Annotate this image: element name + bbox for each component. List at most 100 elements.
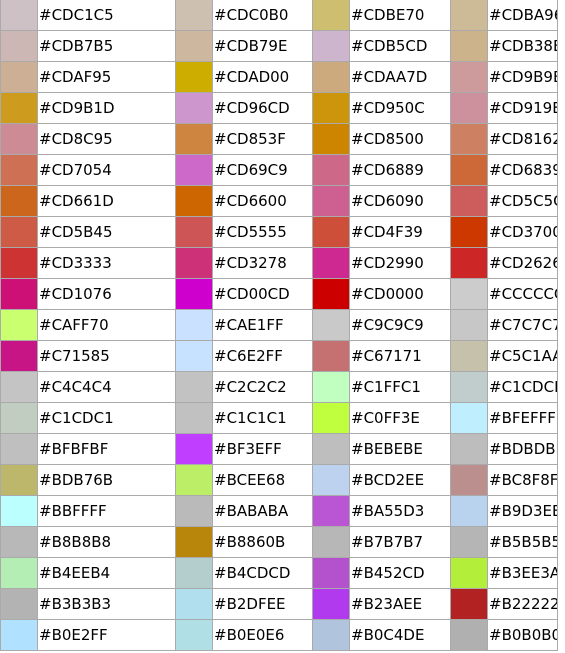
swatch <box>175 61 213 93</box>
color-name: #C9C9C9 <box>349 309 451 341</box>
color-row: #CAFF70 #CAE1FF #C9C9C9 #C7C7C7 <box>0 309 558 341</box>
swatch <box>175 30 213 62</box>
swatch <box>0 61 38 93</box>
swatch <box>0 340 38 372</box>
swatch <box>450 433 488 465</box>
color-row: #CD661D #CD6600 #CD6090 #CD5C5C <box>0 185 558 217</box>
swatch <box>450 92 488 124</box>
color-name: #CDAD00 <box>212 61 313 93</box>
color-name: #CD661D <box>37 185 176 217</box>
color-name: #C67171 <box>349 340 451 372</box>
color-name: #B5B5B5 <box>487 526 558 558</box>
swatch <box>450 526 488 558</box>
color-row: #CD8C95 #CD853F #CD8500 #CD8162 <box>0 123 558 155</box>
color-name: #C71585 <box>37 340 176 372</box>
swatch <box>175 154 213 186</box>
color-row: #C71585 #C6E2FF #C67171 #C5C1AA <box>0 340 558 372</box>
color-name: #CAFF70 <box>37 309 176 341</box>
swatch <box>0 588 38 620</box>
color-name: #BBFFFF <box>37 495 176 527</box>
color-name: #BDBDBD <box>487 433 558 465</box>
swatch <box>450 402 488 434</box>
color-name: #B4CDCD <box>212 557 313 589</box>
swatch <box>450 371 488 403</box>
color-name: #CD6889 <box>349 154 451 186</box>
color-row: #B4EEB4 #B4CDCD #B452CD #B3EE3A <box>0 557 558 589</box>
color-name: #CD6090 <box>349 185 451 217</box>
color-name: #BABABA <box>212 495 313 527</box>
color-name: #CD950C <box>349 92 451 124</box>
color-name: #CDB38B <box>487 30 558 62</box>
swatch <box>175 309 213 341</box>
color-name: #CD8500 <box>349 123 451 155</box>
color-name: #B3EE3A <box>487 557 558 589</box>
color-name: #BC8F8F <box>487 464 558 496</box>
color-name: #CD7054 <box>37 154 176 186</box>
swatch <box>312 371 350 403</box>
swatch <box>450 123 488 155</box>
color-name: #CDC0B0 <box>212 0 313 31</box>
swatch <box>450 340 488 372</box>
swatch <box>175 495 213 527</box>
swatch <box>450 557 488 589</box>
color-name: #CD9B1D <box>37 92 176 124</box>
color-name: #CD0000 <box>349 278 451 310</box>
swatch <box>175 464 213 496</box>
color-name: #CD3333 <box>37 247 176 279</box>
color-row: #B8B8B8 #B8860B #B7B7B7 #B5B5B5 <box>0 526 558 558</box>
color-name: #CD6600 <box>212 185 313 217</box>
color-name: #CD853F <box>212 123 313 155</box>
color-name: #C1CDCD <box>487 371 558 403</box>
swatch <box>312 433 350 465</box>
swatch <box>450 185 488 217</box>
color-name: #B0B0B0 <box>487 619 558 651</box>
color-name: #BFBFBF <box>37 433 176 465</box>
color-name: #CD8C95 <box>37 123 176 155</box>
color-name: #C5C1AA <box>487 340 558 372</box>
color-name: #CD3700 <box>487 216 558 248</box>
swatch <box>0 30 38 62</box>
color-name: #CDBA96 <box>487 0 558 31</box>
swatch <box>0 247 38 279</box>
swatch <box>312 92 350 124</box>
swatch <box>312 588 350 620</box>
color-row: #CDAF95 #CDAD00 #CDAA7D #CD9B9B <box>0 61 558 93</box>
swatch <box>450 588 488 620</box>
color-name: #C1CDC1 <box>37 402 176 434</box>
color-name: #CD5555 <box>212 216 313 248</box>
swatch <box>450 216 488 248</box>
swatch <box>312 619 350 651</box>
color-row: #C1CDC1 #C1C1C1 #C0FF3E #BFEFFF <box>0 402 558 434</box>
swatch <box>0 216 38 248</box>
color-name: #BCEE68 <box>212 464 313 496</box>
swatch <box>312 247 350 279</box>
color-name: #B2DFEE <box>212 588 313 620</box>
swatch <box>312 557 350 589</box>
swatch <box>0 92 38 124</box>
color-name: #BA55D3 <box>349 495 451 527</box>
swatch <box>450 0 488 31</box>
swatch <box>450 619 488 651</box>
swatch <box>0 371 38 403</box>
color-name: #BEBEBE <box>349 433 451 465</box>
swatch <box>450 309 488 341</box>
color-name: #C1C1C1 <box>212 402 313 434</box>
color-row: #CD3333 #CD3278 #CD2990 #CD2626 <box>0 247 558 279</box>
swatch <box>312 154 350 186</box>
color-name: #B3B3B3 <box>37 588 176 620</box>
color-row: #CD1076 #CD00CD #CD0000 #CCCCCC <box>0 278 558 310</box>
color-name: #BFEFFF <box>487 402 558 434</box>
swatch <box>175 371 213 403</box>
swatch <box>450 495 488 527</box>
color-name: #B4EEB4 <box>37 557 176 589</box>
swatch <box>312 340 350 372</box>
swatch <box>0 185 38 217</box>
swatch <box>312 464 350 496</box>
swatch <box>312 123 350 155</box>
color-name: #B0C4DE <box>349 619 451 651</box>
color-name: #C7C7C7 <box>487 309 558 341</box>
swatch <box>450 464 488 496</box>
color-name: #CD4F39 <box>349 216 451 248</box>
swatch <box>312 216 350 248</box>
